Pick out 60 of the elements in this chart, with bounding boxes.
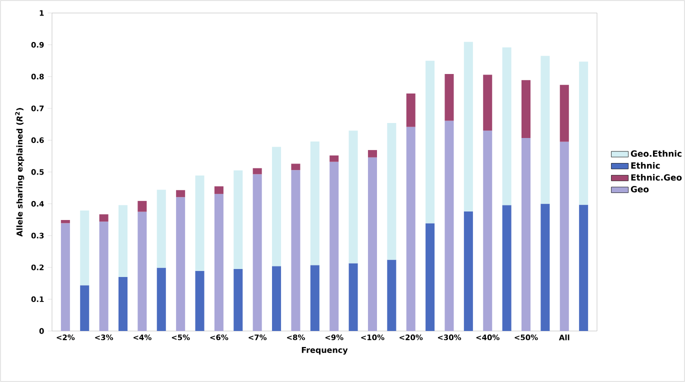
legend-label: Geo.Ethnic xyxy=(630,150,682,157)
bar xyxy=(521,138,531,331)
bar xyxy=(272,266,282,331)
bar xyxy=(540,204,550,331)
bar xyxy=(195,175,204,271)
bar xyxy=(502,47,512,206)
bar xyxy=(464,42,473,212)
bar xyxy=(560,84,569,142)
bar xyxy=(176,197,186,331)
bar xyxy=(138,200,147,212)
bar xyxy=(464,211,473,331)
bar xyxy=(291,170,300,331)
bar xyxy=(214,186,224,194)
bar xyxy=(234,268,243,331)
bar xyxy=(579,62,588,205)
bar xyxy=(99,222,108,331)
bar xyxy=(348,130,358,264)
bar xyxy=(252,168,262,174)
bar xyxy=(426,60,435,224)
bar xyxy=(483,130,492,331)
bar xyxy=(368,150,377,158)
bar xyxy=(387,260,396,331)
bar xyxy=(195,270,204,331)
bar xyxy=(540,56,550,204)
bar xyxy=(444,74,454,121)
bar xyxy=(214,194,224,331)
bar xyxy=(426,223,435,331)
legend-label: Geo xyxy=(630,186,649,192)
bar xyxy=(80,285,90,331)
bar xyxy=(521,80,531,138)
bar xyxy=(156,190,166,268)
bar xyxy=(156,268,166,331)
bar xyxy=(406,93,416,127)
bar xyxy=(330,162,339,331)
bar xyxy=(60,220,70,224)
bar xyxy=(118,276,128,331)
bar xyxy=(560,142,569,331)
bar xyxy=(99,214,108,222)
bar xyxy=(368,157,377,331)
bar xyxy=(176,190,186,198)
bar xyxy=(387,123,396,260)
bar xyxy=(252,174,262,331)
bar xyxy=(406,126,416,331)
bar xyxy=(330,155,339,162)
bar xyxy=(348,263,358,331)
bar xyxy=(272,146,282,266)
bar xyxy=(310,141,320,266)
bar xyxy=(118,205,128,277)
legend-label: Ethnic.Geo xyxy=(631,174,682,181)
bar xyxy=(579,204,588,331)
bar xyxy=(502,205,512,331)
bar xyxy=(80,210,90,286)
bar xyxy=(291,164,300,170)
bar xyxy=(60,223,70,331)
bar xyxy=(138,212,147,331)
bar xyxy=(310,265,320,331)
legend-label: Ethnic xyxy=(631,162,660,169)
bar xyxy=(444,120,454,331)
bar xyxy=(234,170,243,269)
bar xyxy=(483,74,492,131)
